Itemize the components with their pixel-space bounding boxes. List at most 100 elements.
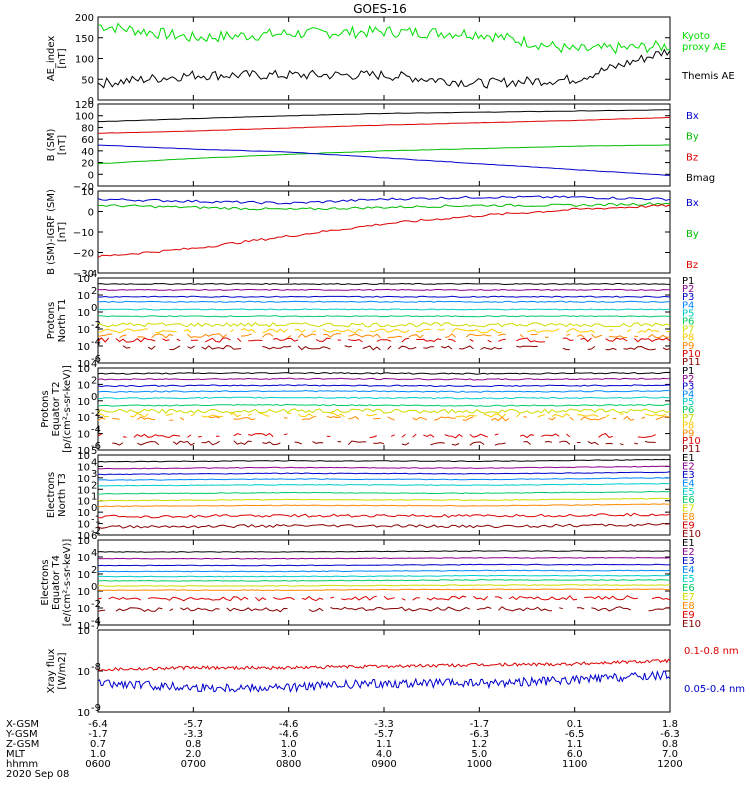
- y-tick-label: 120: [75, 100, 94, 111]
- y-tick-label: 10: [77, 485, 90, 496]
- x-row-value: 4.0: [376, 749, 392, 760]
- y-tick-label: 10: [77, 626, 90, 637]
- x-row-value: -5.7: [374, 729, 394, 740]
- legend-entry: Bx: [686, 111, 699, 122]
- x-row-value: 0900: [371, 759, 396, 770]
- series-electron-equator-e6: [97, 579, 671, 582]
- legend-entry: 0.1-0.8 nm: [684, 646, 739, 657]
- y-axis-label: B (SM): [46, 128, 57, 161]
- y-tick-exponent: -9: [91, 703, 101, 714]
- series-electron-north-e8: [97, 503, 671, 508]
- x-row-value: 6.0: [567, 749, 583, 760]
- y-tick-label: 10: [77, 430, 90, 441]
- x-row-value: -6.3: [470, 729, 490, 740]
- y-tick-label: −30: [73, 269, 94, 280]
- legend-entry: E6: [682, 495, 695, 506]
- series-b-igrf-bx: [97, 195, 671, 205]
- series-electron-equator-e1: [97, 550, 671, 553]
- legend-entry: E7: [682, 504, 695, 515]
- x-row-value: -4.6: [279, 719, 299, 730]
- legend-entry: proxy AE: [682, 42, 726, 53]
- y-axis-label: [nT]: [57, 135, 68, 155]
- y-tick-label: 10: [77, 536, 90, 547]
- legend-entry: E10: [682, 619, 701, 630]
- panel-frame: [97, 190, 671, 274]
- legend-entry: E2: [682, 547, 695, 558]
- y-tick-label: 10: [77, 342, 90, 353]
- y-tick-exponent: 2: [91, 480, 97, 491]
- x-row-label: hhmm: [6, 759, 38, 770]
- x-row-value: 1.1: [567, 739, 583, 750]
- legend-entry: P9: [682, 341, 694, 352]
- y-tick-label: 0: [88, 96, 94, 107]
- y-tick-label: 10: [77, 531, 90, 542]
- x-row-value: -4.6: [279, 729, 299, 740]
- series-proton-north-p1: [97, 282, 671, 286]
- legend-entry: Bz: [686, 152, 698, 163]
- x-row-value: 1.0: [90, 749, 106, 760]
- legend-entry: E2: [682, 461, 695, 472]
- series-xray-short: [97, 669, 671, 693]
- y-axis-label: Equator T2: [51, 382, 62, 437]
- y-tick-label: 10: [77, 520, 90, 531]
- y-axis-label: B (SM)-IGRF (SM): [46, 189, 57, 275]
- legend-entry: E3: [682, 470, 695, 481]
- series-b-igrf-bz: [97, 203, 671, 258]
- panel-frame: [97, 16, 671, 101]
- x-row-label: MLT: [6, 749, 26, 760]
- y-tick-label: 10: [77, 325, 90, 336]
- series-proton-north-p6: [98, 315, 671, 318]
- y-tick-exponent: 4: [91, 359, 97, 370]
- series-proton-north-p4: [97, 300, 671, 303]
- series-proton-north-p5: [97, 308, 670, 311]
- legend-entry: P7: [682, 413, 694, 424]
- legend-entry: E1: [682, 453, 695, 464]
- y-axis-label: [e/(cm²-s-sr-keV)]: [62, 539, 73, 627]
- legend-entry: P8: [682, 421, 694, 432]
- y-tick-exponent: 0: [91, 303, 97, 314]
- x-row-value: 0.8: [662, 739, 678, 750]
- x-row-value: -1.7: [88, 729, 108, 740]
- y-tick-exponent: -6: [91, 354, 101, 365]
- x-row-value: 1100: [562, 759, 587, 770]
- y-tick-label: 10: [77, 413, 90, 424]
- y-tick-label: 40: [81, 147, 94, 158]
- x-row-value: 5.0: [471, 749, 487, 760]
- legend-entry: P3: [682, 382, 694, 393]
- y-tick-label: 60: [81, 135, 94, 146]
- series-electron-north-e10: [97, 522, 671, 529]
- y-tick-label: 100: [75, 112, 94, 123]
- series-proton-equator-p5: [97, 396, 671, 400]
- y-tick-label: 10: [77, 364, 90, 375]
- series-proton-equator-p9: [97, 415, 671, 422]
- panel-bigrf: −30 −20 −10 0 10 B (SM)-IGRF (SM) [nT] Bx By Bz: [46, 187, 699, 280]
- y-tick-exponent: -7: [91, 621, 101, 632]
- y-axis-label: North T1: [57, 299, 68, 343]
- y-tick-label: 10: [77, 497, 90, 508]
- series-electron-north-e6: [97, 490, 671, 495]
- series-proton-north-p10: [97, 337, 671, 343]
- y-tick-label: 10: [77, 308, 90, 319]
- y-tick-exponent: 0: [91, 582, 97, 593]
- series-electron-equator-e7: [98, 584, 671, 587]
- y-tick-exponent: 4: [91, 457, 97, 468]
- legend-entry: E4: [682, 478, 695, 489]
- series-electron-north-e5: [97, 482, 671, 487]
- series-electron-equator-e4: [97, 569, 671, 573]
- legend-entry: Themis AE: [681, 71, 735, 82]
- y-tick-exponent: -2: [91, 526, 101, 537]
- x-row-value: 0.7: [90, 739, 106, 750]
- legend-entry: P5: [682, 397, 694, 408]
- series-proton-north-p8: [97, 328, 671, 334]
- x-row-value: 1.2: [471, 739, 487, 750]
- y-tick-exponent: -2: [91, 408, 101, 419]
- y-tick-label: 80: [81, 123, 94, 134]
- y-axis-label: [nT]: [57, 222, 68, 242]
- y-tick-label: 10: [77, 508, 90, 519]
- series-electron-north-e3: [97, 471, 671, 476]
- series-proton-north-p7: [97, 322, 671, 328]
